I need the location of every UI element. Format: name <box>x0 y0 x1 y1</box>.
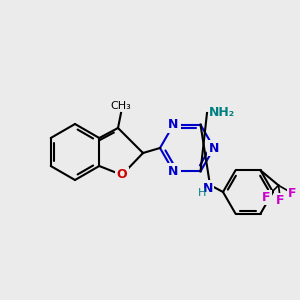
Text: O: O <box>117 169 127 182</box>
Text: NH₂: NH₂ <box>209 106 235 119</box>
Text: CH₃: CH₃ <box>111 101 131 111</box>
Text: F: F <box>288 187 297 200</box>
Text: N: N <box>209 142 219 154</box>
Text: N: N <box>168 118 179 131</box>
Text: H: H <box>198 188 206 198</box>
Text: N: N <box>203 182 213 194</box>
Text: F: F <box>262 191 271 204</box>
Text: F: F <box>276 194 285 207</box>
Text: N: N <box>168 165 179 178</box>
